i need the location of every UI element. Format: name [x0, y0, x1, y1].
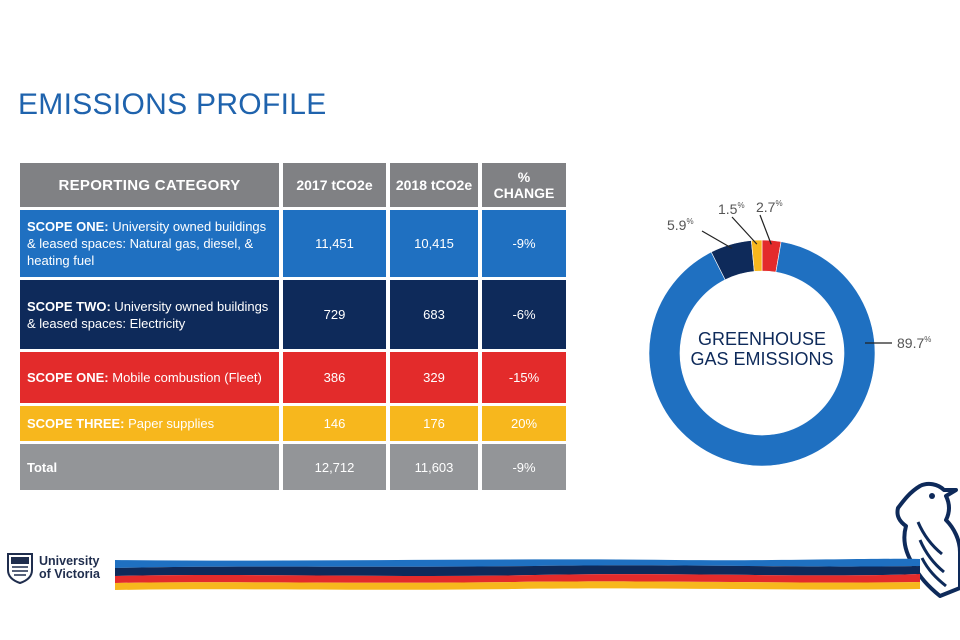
header-change-line1: % [517, 169, 531, 185]
leader-line [759, 214, 772, 245]
slice-label: 1.5% [718, 201, 745, 217]
cell-category: SCOPE ONE: University owned buildings & … [20, 210, 279, 280]
table-header-row: REPORTING CATEGORY 2017 tCO2e 2018 tCO2e… [20, 163, 566, 210]
page-title: EMISSIONS PROFILE [18, 88, 327, 121]
cell-change: -9% [482, 210, 566, 280]
table-row: SCOPE ONE: Mobile combustion (Fleet) 386 3… [20, 352, 566, 406]
cell-2017: 12,712 [283, 444, 386, 493]
cell-category: SCOPE ONE: Mobile combustion (Fleet) [20, 352, 279, 406]
table-row: Total 12,712 11,603 -9% [20, 444, 566, 493]
header-percent-change: % CHANGE [482, 163, 566, 210]
cell-category: SCOPE THREE: Paper supplies [20, 406, 279, 444]
donut-slice [751, 239, 763, 272]
cell-2017: 386 [283, 352, 386, 406]
category-description: University owned buildings & leased spac… [27, 219, 267, 268]
category-description: University owned buildings & leased spac… [27, 298, 269, 331]
scope-label: Total [27, 459, 58, 475]
cell-2018: 683 [390, 280, 478, 352]
cell-2017: 146 [283, 406, 386, 444]
cell-change: -6% [482, 280, 566, 352]
cell-2017: 729 [283, 280, 386, 352]
emissions-table: REPORTING CATEGORY 2017 tCO2e 2018 tCO2e… [16, 163, 570, 493]
scope-label: SCOPE THREE: [27, 416, 125, 431]
cell-2017: 11,451 [283, 210, 386, 280]
header-2018: 2018 tCO2e [390, 163, 478, 210]
slice-label: 2.7% [756, 199, 783, 215]
table-row: SCOPE TWO: University owned buildings & … [20, 280, 566, 352]
scope-label: SCOPE TWO: [27, 298, 111, 314]
cell-change: -15% [482, 352, 566, 406]
cell-2018: 11,603 [390, 444, 478, 493]
table-row: SCOPE THREE: Paper supplies 146 176 20% [20, 406, 566, 444]
uvic-logo[interactable]: University of Victoria [6, 552, 100, 584]
leader-line [731, 216, 758, 245]
footer-color-band [115, 558, 920, 590]
cell-2018: 329 [390, 352, 478, 406]
uvic-crest-icon [7, 553, 33, 584]
cell-category: Total [20, 444, 279, 493]
scope-label: SCOPE ONE: [27, 219, 109, 234]
chart-center-title: GREENHOUSE [698, 329, 826, 349]
scope-label: SCOPE ONE: [27, 370, 109, 385]
header-2017: 2017 tCO2e [283, 163, 386, 210]
leader-line [701, 230, 733, 249]
cell-change: 20% [482, 406, 566, 444]
slice-label: 89.7% [897, 335, 931, 351]
header-reporting-category: REPORTING CATEGORY [20, 163, 279, 210]
chart-center-title: GAS EMISSIONS [690, 349, 833, 369]
donut-slice [648, 241, 876, 467]
martlet-bird-icon [895, 481, 960, 598]
table-row: SCOPE ONE: University owned buildings & … [20, 210, 566, 280]
uvic-wordmark-line1: University [39, 554, 100, 568]
category-description: Mobile combustion (Fleet) [108, 370, 262, 385]
category-description: Paper supplies [124, 416, 215, 431]
uvic-wordmark: University of Victoria [39, 555, 100, 581]
cell-category: SCOPE TWO: University owned buildings & … [20, 280, 279, 352]
header-change-line2: CHANGE [493, 185, 555, 201]
cell-2018: 176 [390, 406, 478, 444]
slice-label: 5.9% [667, 217, 694, 233]
cell-2018: 10,415 [390, 210, 478, 280]
uvic-wordmark-line2: of Victoria [39, 567, 100, 581]
cell-change: -9% [482, 444, 566, 493]
emissions-table-container: REPORTING CATEGORY 2017 tCO2e 2018 tCO2e… [20, 163, 570, 493]
